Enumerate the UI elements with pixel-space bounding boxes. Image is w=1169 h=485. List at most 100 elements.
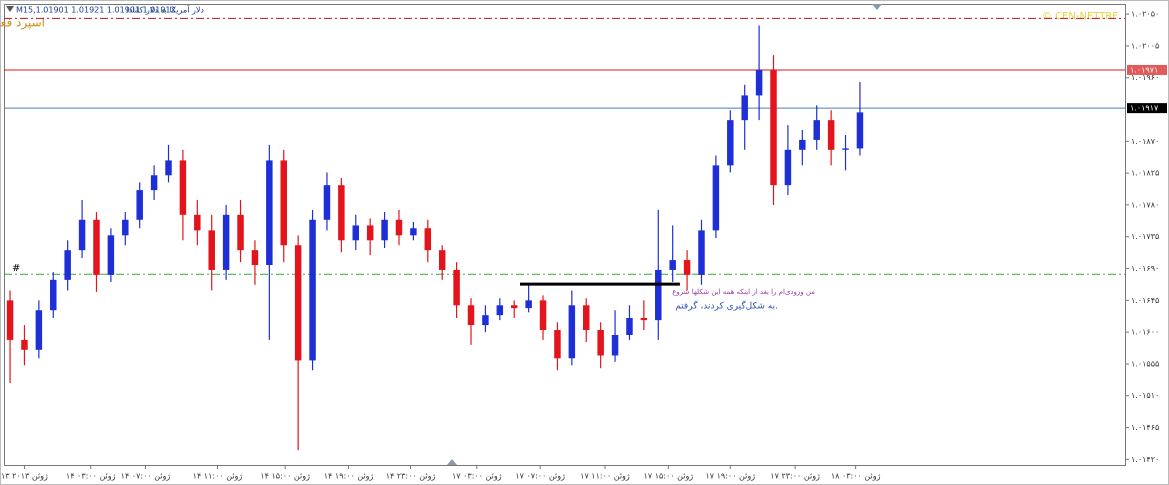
y-tick-label: ۱.۰۱۴۶۵	[1131, 423, 1159, 432]
candle-body	[35, 310, 43, 350]
y-tick-label: ۱.۰۱۶۹۰	[1131, 264, 1159, 273]
candle-body	[482, 315, 489, 326]
candle-body	[842, 148, 849, 150]
y-tick-label: ۱.۰۲۰۰۵	[1131, 41, 1159, 50]
symbol: دلار آمریکا به دلار کانادا	[127, 5, 205, 15]
candle-body	[266, 160, 273, 266]
candle-body	[352, 225, 360, 241]
candle-body	[323, 185, 331, 220]
y-tick-label: ۱.۰۱۴۲۰	[1131, 455, 1159, 464]
candle-body	[194, 214, 201, 231]
candle-body	[122, 219, 129, 236]
candle-body	[554, 330, 561, 359]
candle-body	[755, 69, 763, 96]
candle-body	[424, 228, 432, 251]
candle-body	[93, 219, 100, 275]
candle-body	[770, 69, 777, 186]
price-label-box	[1127, 103, 1167, 114]
y-tick-label: ۱.۰۱۹۶۰	[1131, 73, 1159, 82]
annotation: به شکل‌گیری کردند، گرفتم.	[675, 300, 778, 312]
candle-body	[208, 230, 215, 270]
candle-body	[222, 214, 230, 270]
spread: اسپرد فعلی: 22	[0, 16, 45, 31]
y-tick-label: ۱.۰۱۷۸۰	[1131, 200, 1159, 209]
candle-body	[237, 214, 244, 251]
candle-body	[467, 305, 475, 326]
x-tick-label: ۱۷ ژوئن ۱۵:۰۰	[644, 472, 694, 481]
candle-body	[799, 139, 806, 150]
candle-body	[510, 305, 518, 309]
annotation: من ورودی‌ام را بعد از اینکه همه این شکله…	[672, 288, 815, 296]
y-tick-label: ۱.۰۱۸۷۰	[1131, 137, 1159, 146]
x-tick-label: ۱۷ ژوئن ۰۷:۰۰	[515, 472, 565, 481]
candle-body	[453, 269, 460, 306]
candle-body	[683, 260, 691, 275]
candle-body	[78, 219, 86, 251]
candle-body	[856, 112, 864, 149]
candle-body	[395, 219, 403, 236]
candle-body	[410, 228, 417, 236]
plot-area	[4, 4, 1126, 466]
shift-marker	[447, 459, 457, 465]
candle-body	[381, 219, 388, 241]
candle-body	[727, 120, 734, 166]
y-tick-label: ۱.۰۱۷۳۵	[1131, 232, 1159, 241]
candle-body	[251, 250, 259, 266]
x-tick-label: ۱۷ ژوئن ۱۱:۰۰	[580, 472, 630, 481]
candle-body	[64, 250, 71, 280]
candle-body	[525, 300, 532, 309]
candle-body	[640, 318, 648, 321]
x-tick-label: ۱۷ ژوئن ۱۹:۰۰	[705, 472, 755, 481]
x-tick-label: ۱۴ ژوئن ۰۷:۰۰	[121, 472, 171, 481]
shift-marker	[872, 4, 882, 10]
price-label: ۱.۰۱۹۷۱	[1130, 65, 1158, 74]
candle-body	[741, 95, 748, 121]
candle-body	[280, 160, 287, 246]
candle-body	[597, 330, 604, 356]
candle-body	[179, 160, 187, 215]
candle-body	[583, 305, 590, 331]
x-tick-label: ۱۴ ژوئن ۱۱:۰۰	[193, 472, 243, 481]
y-tick-label: ۱.۰۱۸۲۵	[1131, 169, 1159, 178]
candle-body	[827, 120, 835, 150]
candle-body	[21, 339, 28, 350]
candle-body	[784, 149, 792, 186]
candle-body	[50, 279, 57, 311]
candle-body	[107, 235, 115, 275]
candle-body	[438, 250, 446, 270]
x-tick-label: ۱۴ ژوئن ۱۵:۰۰	[260, 472, 310, 481]
candle-body	[338, 185, 345, 241]
candle-body	[496, 305, 504, 316]
watermark: © CEN-NETTRF	[1042, 11, 1118, 22]
candle-body	[626, 318, 633, 335]
candle-body	[165, 160, 172, 176]
x-tick-label: ۱۴ ژوئن ۱۹:۰۰	[324, 472, 374, 481]
candle-body	[136, 190, 143, 220]
candle-body	[150, 175, 158, 191]
x-tick-label: ۱۷ ژوئن ۰۳:۰۰	[452, 472, 502, 481]
candle-body	[698, 230, 705, 275]
x-tick-label: ۱۳ ژوئن ۲۰۱۳	[1, 472, 48, 481]
candle-body	[366, 225, 374, 241]
candle-body	[568, 305, 576, 359]
y-tick-label: ۱.۰۱۶۴۵	[1131, 296, 1159, 305]
candle-body	[309, 219, 316, 361]
candle-body	[813, 120, 820, 140]
x-tick-label: ۱۷ ژوئن ۲۳:۰۰	[770, 472, 820, 481]
candle-body	[712, 165, 720, 231]
x-tick-label: ۱۴ ژوئن ۲۳:۰۰	[386, 472, 436, 481]
price-label-box	[1127, 64, 1167, 75]
candle-body	[669, 260, 676, 270]
menu-icon	[6, 6, 14, 12]
x-tick-label: ۱۴ ژوئن ۰۳:۰۰	[66, 472, 116, 481]
candle-body	[655, 269, 662, 321]
y-tick-label: ۱.۰۱۵۵۵	[1131, 359, 1159, 368]
price-label: ۱.۰۱۹۱۷	[1130, 104, 1159, 113]
candle-body	[611, 334, 619, 356]
y-tick-label: ۱.۰۱۶۰۰	[1131, 328, 1159, 337]
header: M15,1.01901 1.01921 1.01901 1.01912	[16, 6, 176, 15]
y-tick-label: ۱.۰۱۵۱۰	[1131, 391, 1159, 400]
